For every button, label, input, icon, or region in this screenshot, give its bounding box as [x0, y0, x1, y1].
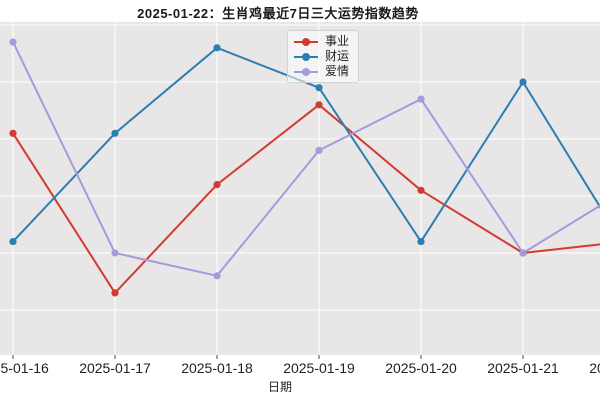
series-1-point-1 — [111, 129, 119, 137]
series-1-point-2 — [213, 44, 221, 52]
series-2-point-3 — [315, 146, 323, 154]
series-0-point-3 — [315, 101, 323, 109]
x-tick-label-4: 2025-01-20 — [385, 360, 457, 376]
x-tick-label-3: 2025-01-19 — [283, 360, 355, 376]
x-tick-label-0: 2025-01-16 — [0, 360, 49, 376]
chart-legend: 事业 财运 爱情 — [287, 30, 360, 83]
x-tick-label-2: 2025-01-18 — [181, 360, 253, 376]
legend-marker-icon — [294, 52, 318, 61]
series-2-point-0 — [9, 38, 17, 46]
series-2-point-4 — [417, 95, 425, 103]
legend-item-1: 财运 — [294, 49, 349, 64]
legend-marker-icon — [294, 67, 318, 76]
chart-title: 2025-01-22：生肖鸡最近7日三大运势指数趋势 — [137, 6, 419, 21]
series-2-point-2 — [213, 272, 221, 280]
series-0-point-2 — [213, 181, 221, 189]
legend-label: 事业 — [325, 34, 350, 48]
x-tick-label-1: 2025-01-17 — [79, 360, 151, 376]
legend-marker-icon — [294, 37, 318, 46]
x-tick-label-6: 2025-01-22 — [589, 360, 600, 376]
series-lines — [9, 38, 600, 297]
legend-item-2: 爱情 — [294, 64, 349, 79]
legend-label: 爱情 — [325, 64, 350, 78]
x-axis-ticks — [12, 355, 524, 359]
x-tick-label-5: 2025-01-21 — [487, 360, 559, 376]
x-axis-tick-labels: 2025-01-16 2025-01-17 2025-01-18 2025-01-19… — [0, 360, 600, 376]
series-1-point-4 — [417, 238, 425, 246]
series-0-point-1 — [111, 289, 119, 297]
series-1-point-0 — [9, 238, 17, 246]
series-1-point-3 — [315, 84, 323, 92]
series-0-point-0 — [9, 129, 17, 137]
gridlines — [0, 22, 600, 355]
series-2-point-5 — [519, 249, 527, 257]
legend-label: 财运 — [325, 49, 350, 63]
series-2-point-1 — [111, 249, 119, 257]
series-0-point-4 — [417, 186, 425, 194]
legend-item-0: 事业 — [294, 34, 349, 49]
series-1-point-5 — [519, 78, 527, 86]
x-axis-title: 日期 — [267, 380, 292, 394]
